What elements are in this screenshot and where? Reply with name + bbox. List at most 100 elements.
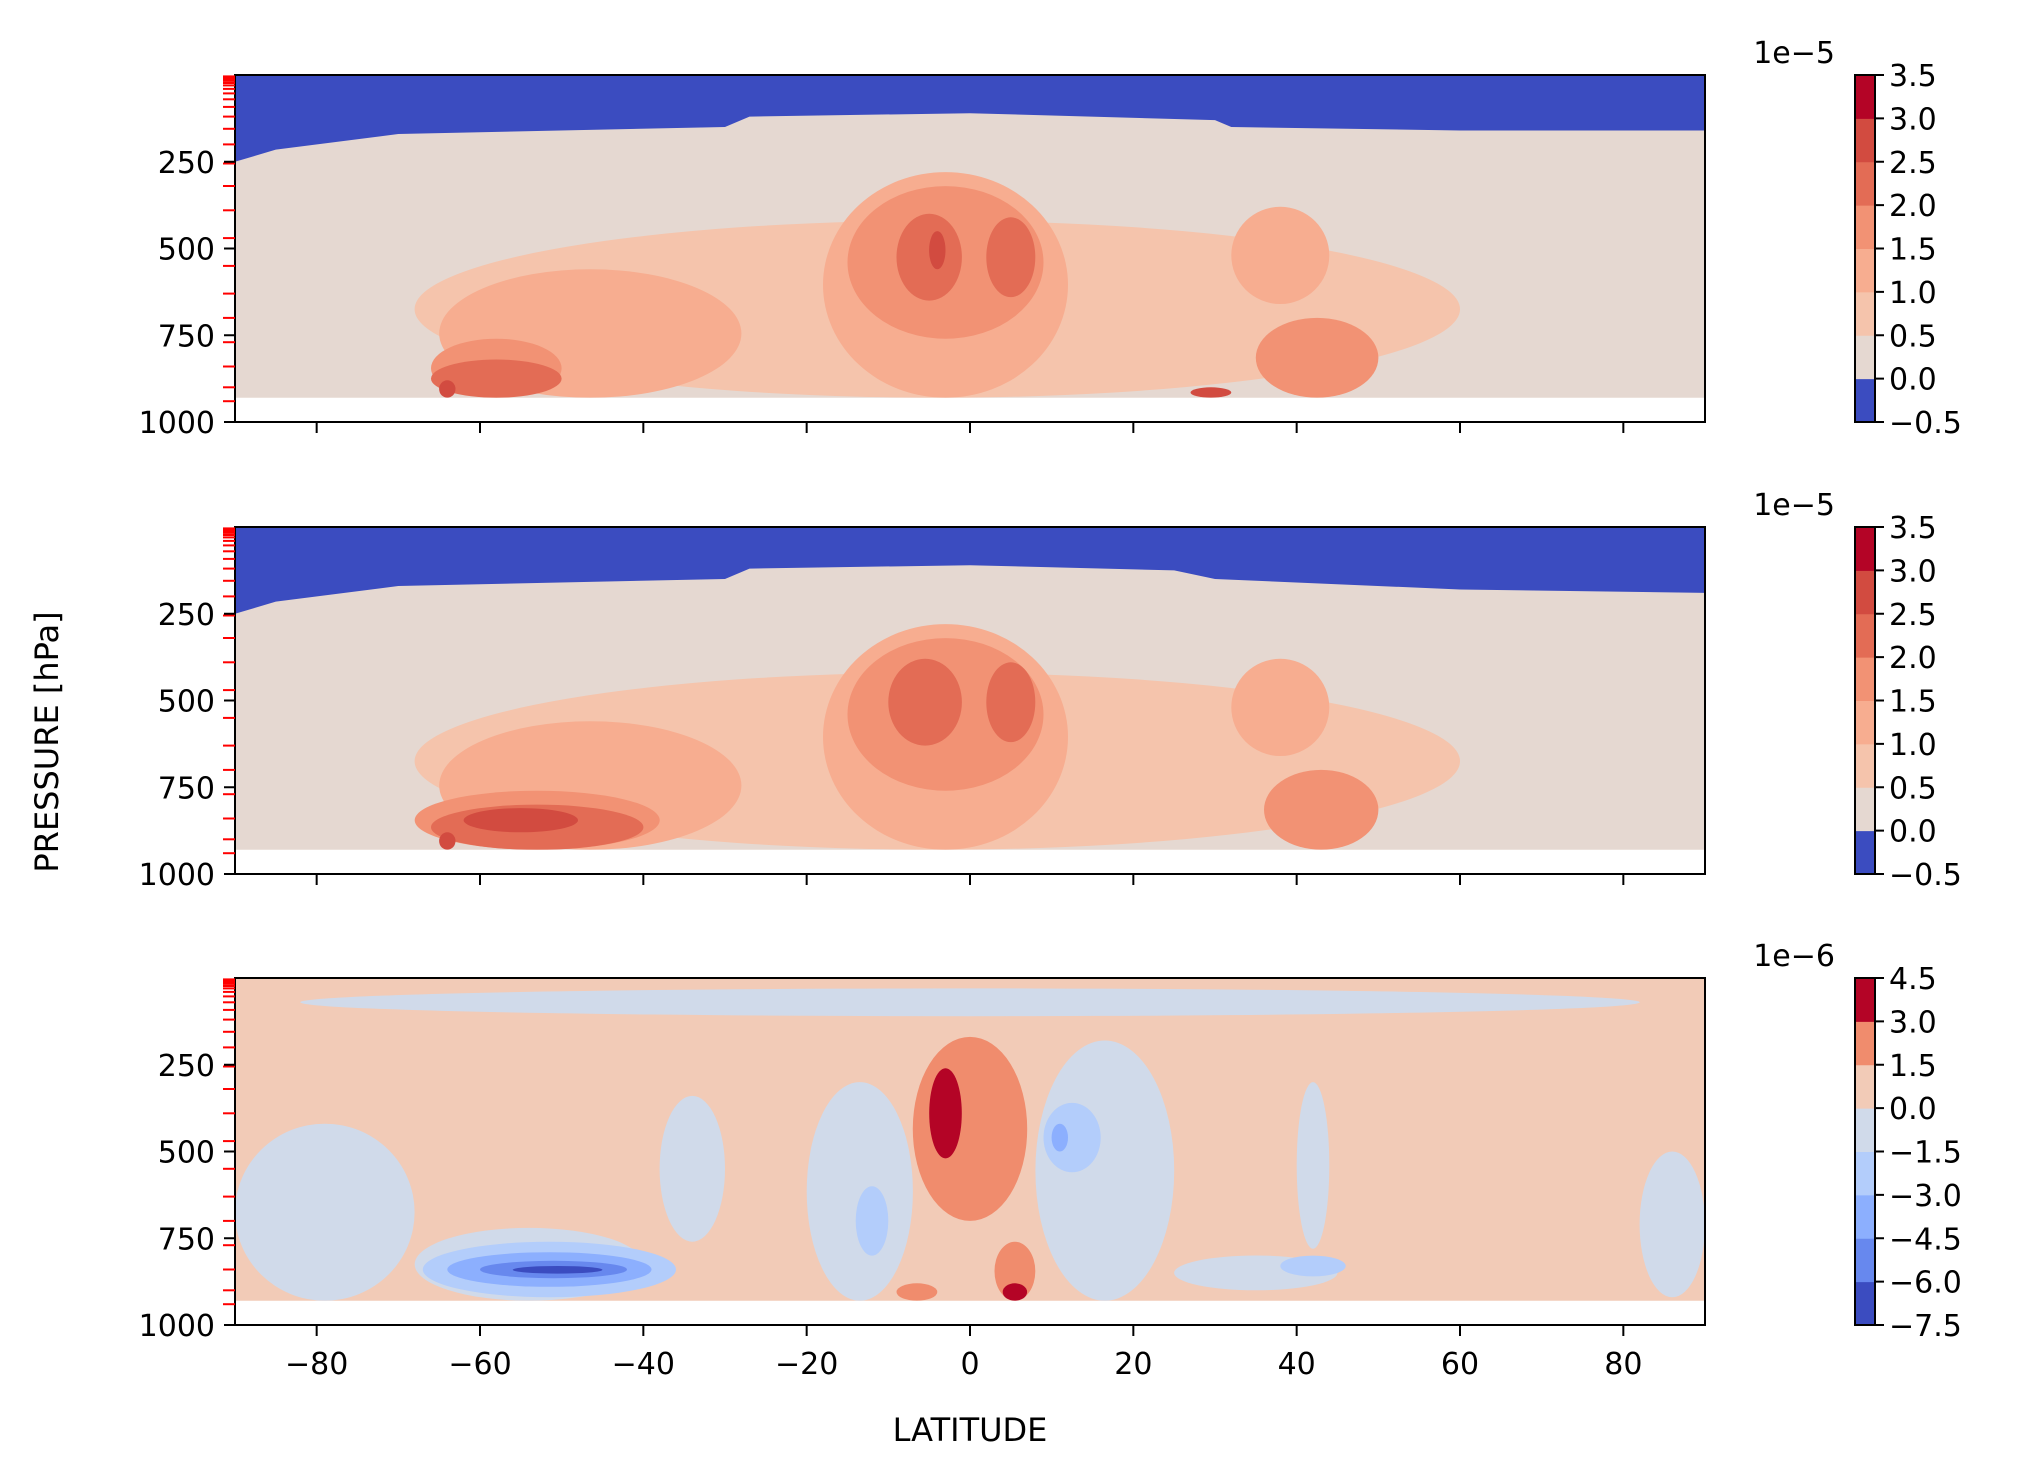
y-tick-label: 500 <box>158 233 215 268</box>
contour-band-11 <box>929 231 946 270</box>
contour-band-5 <box>1035 1040 1175 1301</box>
contour-band-10 <box>431 359 562 398</box>
contour-band-4 <box>1231 658 1330 757</box>
colorbar-tick-label: 1.5 <box>1889 1049 1937 1084</box>
colorbar-swatch <box>1855 1021 1875 1066</box>
contour-field <box>235 527 1705 850</box>
y-tick-label: 250 <box>158 598 215 633</box>
colorbar-tick-label: −7.5 <box>1889 1309 1962 1344</box>
contour-band-12 <box>439 380 456 398</box>
colorbar-swatch <box>1855 291 1875 336</box>
contour-band-8 <box>888 658 962 746</box>
colorbar-swatch <box>1855 1238 1875 1283</box>
y-tick-label: 250 <box>158 146 215 181</box>
colorbar-tick-label: 2.5 <box>1889 598 1937 633</box>
y-tick-label: 1000 <box>139 858 215 893</box>
contour-band-16 <box>512 1266 603 1274</box>
colorbar: 3.5 3.0 2.5 2.0 1.5 1.0 0.5 0.0 −0.5 1e−5 <box>1753 36 1962 441</box>
contour-band-18 <box>912 1036 1028 1221</box>
contour-band-7 <box>1255 317 1379 398</box>
colorbar-swatch <box>1855 1151 1875 1196</box>
x-tick-label: −80 <box>285 1347 348 1382</box>
colorbar-swatch <box>1855 978 1875 1022</box>
contour-band-21 <box>929 1068 962 1159</box>
contour-band-10 <box>855 1186 889 1256</box>
colorbar-tick-label: 3.0 <box>1889 1005 1937 1040</box>
colorbar-tick-label: 2.0 <box>1889 641 1937 676</box>
colorbar-offset-label: 1e−5 <box>1753 488 1835 523</box>
contour-band-3 <box>659 1095 725 1242</box>
colorbar-tick-label: 2.5 <box>1889 146 1937 181</box>
colorbar-tick-label: 1.5 <box>1889 685 1937 720</box>
contour-band-11 <box>463 808 578 833</box>
colorbar-tick-label: 0.0 <box>1889 815 1937 850</box>
panel-bottom: 250 500 750 1000 4.5 3.0 1.5 0.0 −1.5 −3.0 −4.5 −6.… <box>139 939 1962 1344</box>
contour-band-17 <box>1051 1123 1069 1152</box>
colorbar: 4.5 3.0 1.5 0.0 −1.5 −3.0 −4.5 −6.0 −7.5 1e−6 <box>1753 939 1962 1344</box>
contour-band-13 <box>1280 1255 1346 1277</box>
colorbar-swatch <box>1855 1108 1875 1152</box>
colorbar-swatch <box>1855 335 1875 380</box>
y-tick-label: 1000 <box>139 1309 215 1344</box>
colorbar-swatch <box>1855 161 1875 206</box>
contour-band-13 <box>1190 387 1232 398</box>
x-tick-label: −40 <box>612 1347 675 1382</box>
y-tick-label: 1000 <box>139 406 215 441</box>
colorbar-swatch <box>1855 700 1875 745</box>
panel-top: 250 500 750 1000 3.5 3.0 2.5 2.0 1.5 1.0 0.5 0.0 −0.… <box>139 36 1962 441</box>
contour-band-20 <box>896 1283 938 1301</box>
colorbar: 3.5 3.0 2.5 2.0 1.5 1.0 0.5 0.0 −0.5 1e−5 <box>1753 488 1962 893</box>
colorbar-swatch <box>1855 570 1875 615</box>
colorbar-tick-label: 0.0 <box>1889 1092 1937 1127</box>
contour-band-9 <box>986 217 1036 298</box>
contour-band-9 <box>986 662 1036 743</box>
contour-band-upper <box>235 75 1705 162</box>
colorbar-tick-label: 2.0 <box>1889 189 1937 224</box>
colorbar-tick-label: −3.0 <box>1889 1179 1962 1214</box>
contour-band-8 <box>1639 1151 1705 1298</box>
y-tick-label: 500 <box>158 1136 215 1171</box>
colorbar-tick-label: 1.0 <box>1889 728 1937 763</box>
colorbar-tick-label: 3.5 <box>1889 511 1937 546</box>
x-tick-label: 40 <box>1278 1347 1316 1382</box>
colorbar-tick-label: 3.5 <box>1889 59 1937 94</box>
panel-middle: 250 500 750 1000 3.5 3.0 2.5 2.0 1.5 1.0 0.5 0.0 −0.… <box>139 488 1962 893</box>
y-tick-label: 750 <box>158 1222 215 1257</box>
colorbar-swatch <box>1855 787 1875 832</box>
colorbar-swatch <box>1855 527 1875 571</box>
x-tick-label: 80 <box>1604 1347 1642 1382</box>
contour-band-4 <box>806 1082 913 1301</box>
x-tick-label: −20 <box>775 1347 838 1382</box>
y-tick-label: 750 <box>158 771 215 806</box>
x-tick-labels: −80 −60 −40 −20 0 20 40 60 80 <box>285 1347 1642 1382</box>
colorbar-tick-label: 3.0 <box>1889 554 1937 589</box>
contour-field <box>235 75 1705 398</box>
contour-band-8 <box>896 213 962 301</box>
contour-band-7 <box>1264 769 1379 850</box>
colorbar-tick-label: −1.5 <box>1889 1136 1962 1171</box>
colorbar-tick-label: 1.0 <box>1889 276 1937 311</box>
y-tick-label: 250 <box>158 1049 215 1084</box>
colorbar-tick-label: 0.5 <box>1889 319 1937 354</box>
colorbar-swatch <box>1855 248 1875 293</box>
colorbar-offset-label: 1e−6 <box>1753 939 1835 974</box>
colorbar-offset-label: 1e−5 <box>1753 36 1835 71</box>
contour-band-22 <box>1002 1283 1028 1301</box>
x-axis-label: LATITUDE <box>893 1411 1048 1449</box>
y-axis-label: PRESSURE [hPa] <box>28 611 66 872</box>
colorbar-tick-label: 3.0 <box>1889 102 1937 137</box>
colorbar-swatch <box>1855 743 1875 788</box>
colorbar-swatch <box>1855 830 1875 875</box>
y-tick-label: 500 <box>158 685 215 720</box>
colorbar-swatch <box>1855 1194 1875 1239</box>
colorbar-tick-label: −0.5 <box>1889 858 1962 893</box>
colorbar-swatch <box>1855 378 1875 423</box>
colorbar-swatch <box>1855 657 1875 701</box>
contour-band-7 <box>1296 1082 1330 1249</box>
colorbar-tick-label: −4.5 <box>1889 1222 1962 1257</box>
contour-band-19 <box>994 1241 1036 1301</box>
contour-band-9 <box>300 988 1640 1017</box>
x-tick-label: −60 <box>448 1347 511 1382</box>
colorbar-swatch <box>1855 1281 1875 1326</box>
